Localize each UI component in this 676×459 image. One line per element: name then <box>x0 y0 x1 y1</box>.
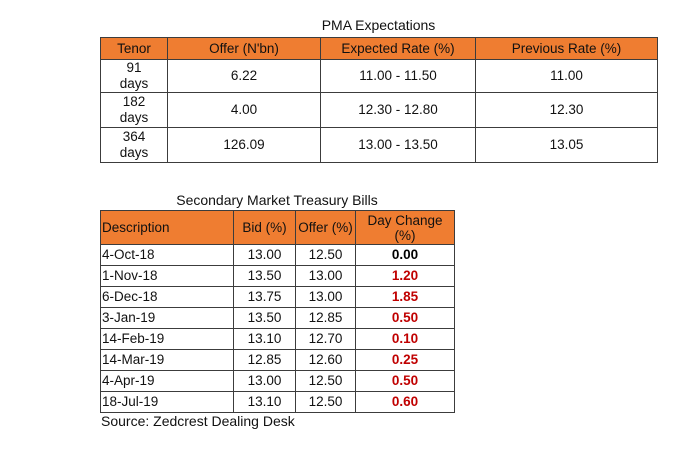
day-change-cell: 0.60 <box>355 391 455 413</box>
bid-cell: 13.10 <box>233 391 296 413</box>
bid-cell: 13.00 <box>233 370 296 392</box>
secondary-header-day-change: Day Change (%) <box>355 210 455 245</box>
secondary-table-body: 4-Oct-18 13.00 12.50 0.00 1-Nov-18 13.50… <box>100 244 455 413</box>
offer-cell: 12.50 <box>295 370 356 392</box>
day-change-cell: 1.20 <box>355 265 455 287</box>
bid-cell: 13.00 <box>233 244 296 266</box>
offer-cell: 12.50 <box>295 244 356 266</box>
offer-cell: 12.70 <box>295 328 356 350</box>
maturity-date-cell: 14-Mar-19 <box>100 349 234 371</box>
secondary-row: 4-Oct-18 13.00 12.50 0.00 <box>100 244 455 266</box>
pma-expectations-title: PMA Expectations <box>321 17 436 33</box>
secondary-market-title: Secondary Market Treasury Bills <box>176 192 378 208</box>
pma-tenor-cell: 91 days <box>100 59 168 93</box>
secondary-header-bid: Bid (%) <box>233 210 296 245</box>
pma-tenor-cell: 364 days <box>100 127 168 163</box>
maturity-date-cell: 3-Jan-19 <box>100 307 234 329</box>
secondary-header-description: Description <box>100 210 234 245</box>
maturity-date-cell: 1-Nov-18 <box>100 265 234 287</box>
maturity-date-cell: 18-Jul-19 <box>100 391 234 413</box>
maturity-date-cell: 6-Dec-18 <box>100 286 234 308</box>
pma-row: 182 days 4.00 12.30 - 12.80 12.30 <box>100 92 658 128</box>
pma-header-previous-rate: Previous Rate (%) <box>475 37 658 60</box>
bid-cell: 13.50 <box>233 265 296 287</box>
secondary-row: 14-Feb-19 13.10 12.70 0.10 <box>100 328 455 350</box>
pma-row: 91 days 6.22 11.00 - 11.50 11.00 <box>100 59 658 93</box>
secondary-row: 18-Jul-19 13.10 12.50 0.60 <box>100 391 455 413</box>
pma-expected-rate-cell: 11.00 - 11.50 <box>320 59 476 93</box>
pma-previous-rate-cell: 12.30 <box>475 92 658 128</box>
maturity-date-cell: 4-Apr-19 <box>100 370 234 392</box>
secondary-row: 3-Jan-19 13.50 12.85 0.50 <box>100 307 455 329</box>
pma-header-tenor: Tenor <box>100 37 168 60</box>
pma-header-offer: Offer (N'bn) <box>167 37 321 60</box>
secondary-row: 1-Nov-18 13.50 13.00 1.20 <box>100 265 455 287</box>
pma-offer-cell: 6.22 <box>167 59 321 93</box>
pma-offer-cell: 4.00 <box>167 92 321 128</box>
bid-cell: 13.50 <box>233 307 296 329</box>
secondary-row: 14-Mar-19 12.85 12.60 0.25 <box>100 349 455 371</box>
source-note: Source: Zedcrest Dealing Desk <box>101 413 295 429</box>
bid-cell: 13.75 <box>233 286 296 308</box>
offer-cell: 13.00 <box>295 265 356 287</box>
offer-cell: 12.85 <box>295 307 356 329</box>
offer-cell: 12.60 <box>295 349 356 371</box>
day-change-cell: 0.00 <box>355 244 455 266</box>
pma-offer-cell: 126.09 <box>167 127 321 163</box>
pma-row: 364 days 126.09 13.00 - 13.50 13.05 <box>100 127 658 163</box>
maturity-date-cell: 14-Feb-19 <box>100 328 234 350</box>
maturity-date-cell: 4-Oct-18 <box>100 244 234 266</box>
secondary-row: 4-Apr-19 13.00 12.50 0.50 <box>100 370 455 392</box>
day-change-cell: 0.50 <box>355 370 455 392</box>
pma-header-expected-rate: Expected Rate (%) <box>320 37 476 60</box>
day-change-cell: 0.10 <box>355 328 455 350</box>
day-change-cell: 0.50 <box>355 307 455 329</box>
secondary-header-row: Description Bid (%) Offer (%) Day Change… <box>100 210 455 245</box>
day-change-cell: 1.85 <box>355 286 455 308</box>
pma-previous-rate-cell: 11.00 <box>475 59 658 93</box>
pma-header-row: Tenor Offer (N'bn) Expected Rate (%) Pre… <box>100 37 658 60</box>
day-change-cell: 0.25 <box>355 349 455 371</box>
secondary-market-table: Description Bid (%) Offer (%) Day Change… <box>100 210 455 413</box>
bid-cell: 13.10 <box>233 328 296 350</box>
pma-expected-rate-cell: 12.30 - 12.80 <box>320 92 476 128</box>
secondary-row: 6-Dec-18 13.75 13.00 1.85 <box>100 286 455 308</box>
secondary-header-offer: Offer (%) <box>295 210 356 245</box>
offer-cell: 13.00 <box>295 286 356 308</box>
pma-tenor-cell: 182 days <box>100 92 168 128</box>
pma-previous-rate-cell: 13.05 <box>475 127 658 163</box>
bid-cell: 12.85 <box>233 349 296 371</box>
pma-expected-rate-cell: 13.00 - 13.50 <box>320 127 476 163</box>
offer-cell: 12.50 <box>295 391 356 413</box>
pma-expectations-table: Tenor Offer (N'bn) Expected Rate (%) Pre… <box>100 37 658 163</box>
